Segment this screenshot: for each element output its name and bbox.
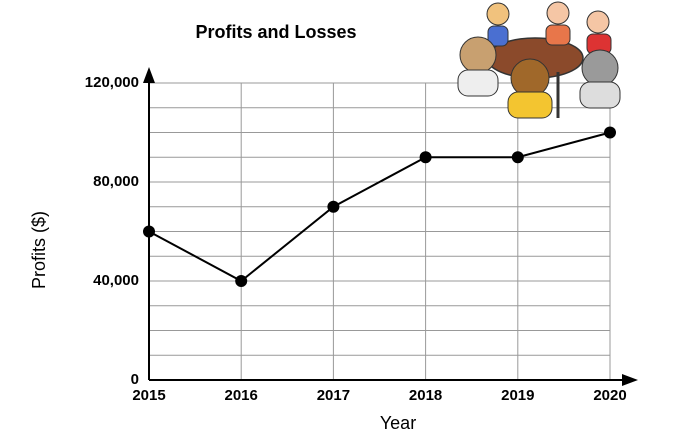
grid <box>148 82 611 381</box>
y-axis-label: Profits ($) <box>29 211 49 289</box>
x-tick-label: 2018 <box>409 387 442 404</box>
x-tick-label: 2020 <box>593 387 626 404</box>
line <box>148 131 611 283</box>
x-tick-label: 2015 <box>132 387 165 404</box>
point <box>419 151 432 164</box>
point <box>604 126 616 139</box>
x-tick-label: 2017 <box>317 387 350 404</box>
clip-art <box>457 1 621 119</box>
y-tick-label: 80,000 <box>93 173 139 190</box>
x-tick-label: 2016 <box>225 387 258 404</box>
chart-title: Profits and Losses <box>195 22 356 42</box>
point <box>235 275 248 287</box>
y-tick-label: 120,000 <box>85 74 139 91</box>
y-tick-label: 0 <box>131 371 139 388</box>
y-tick-label: 40,000 <box>93 272 139 289</box>
point <box>511 151 524 164</box>
point <box>327 200 340 213</box>
x-axis-label: Year <box>380 413 416 433</box>
x-tick-label: 2019 <box>501 387 534 404</box>
